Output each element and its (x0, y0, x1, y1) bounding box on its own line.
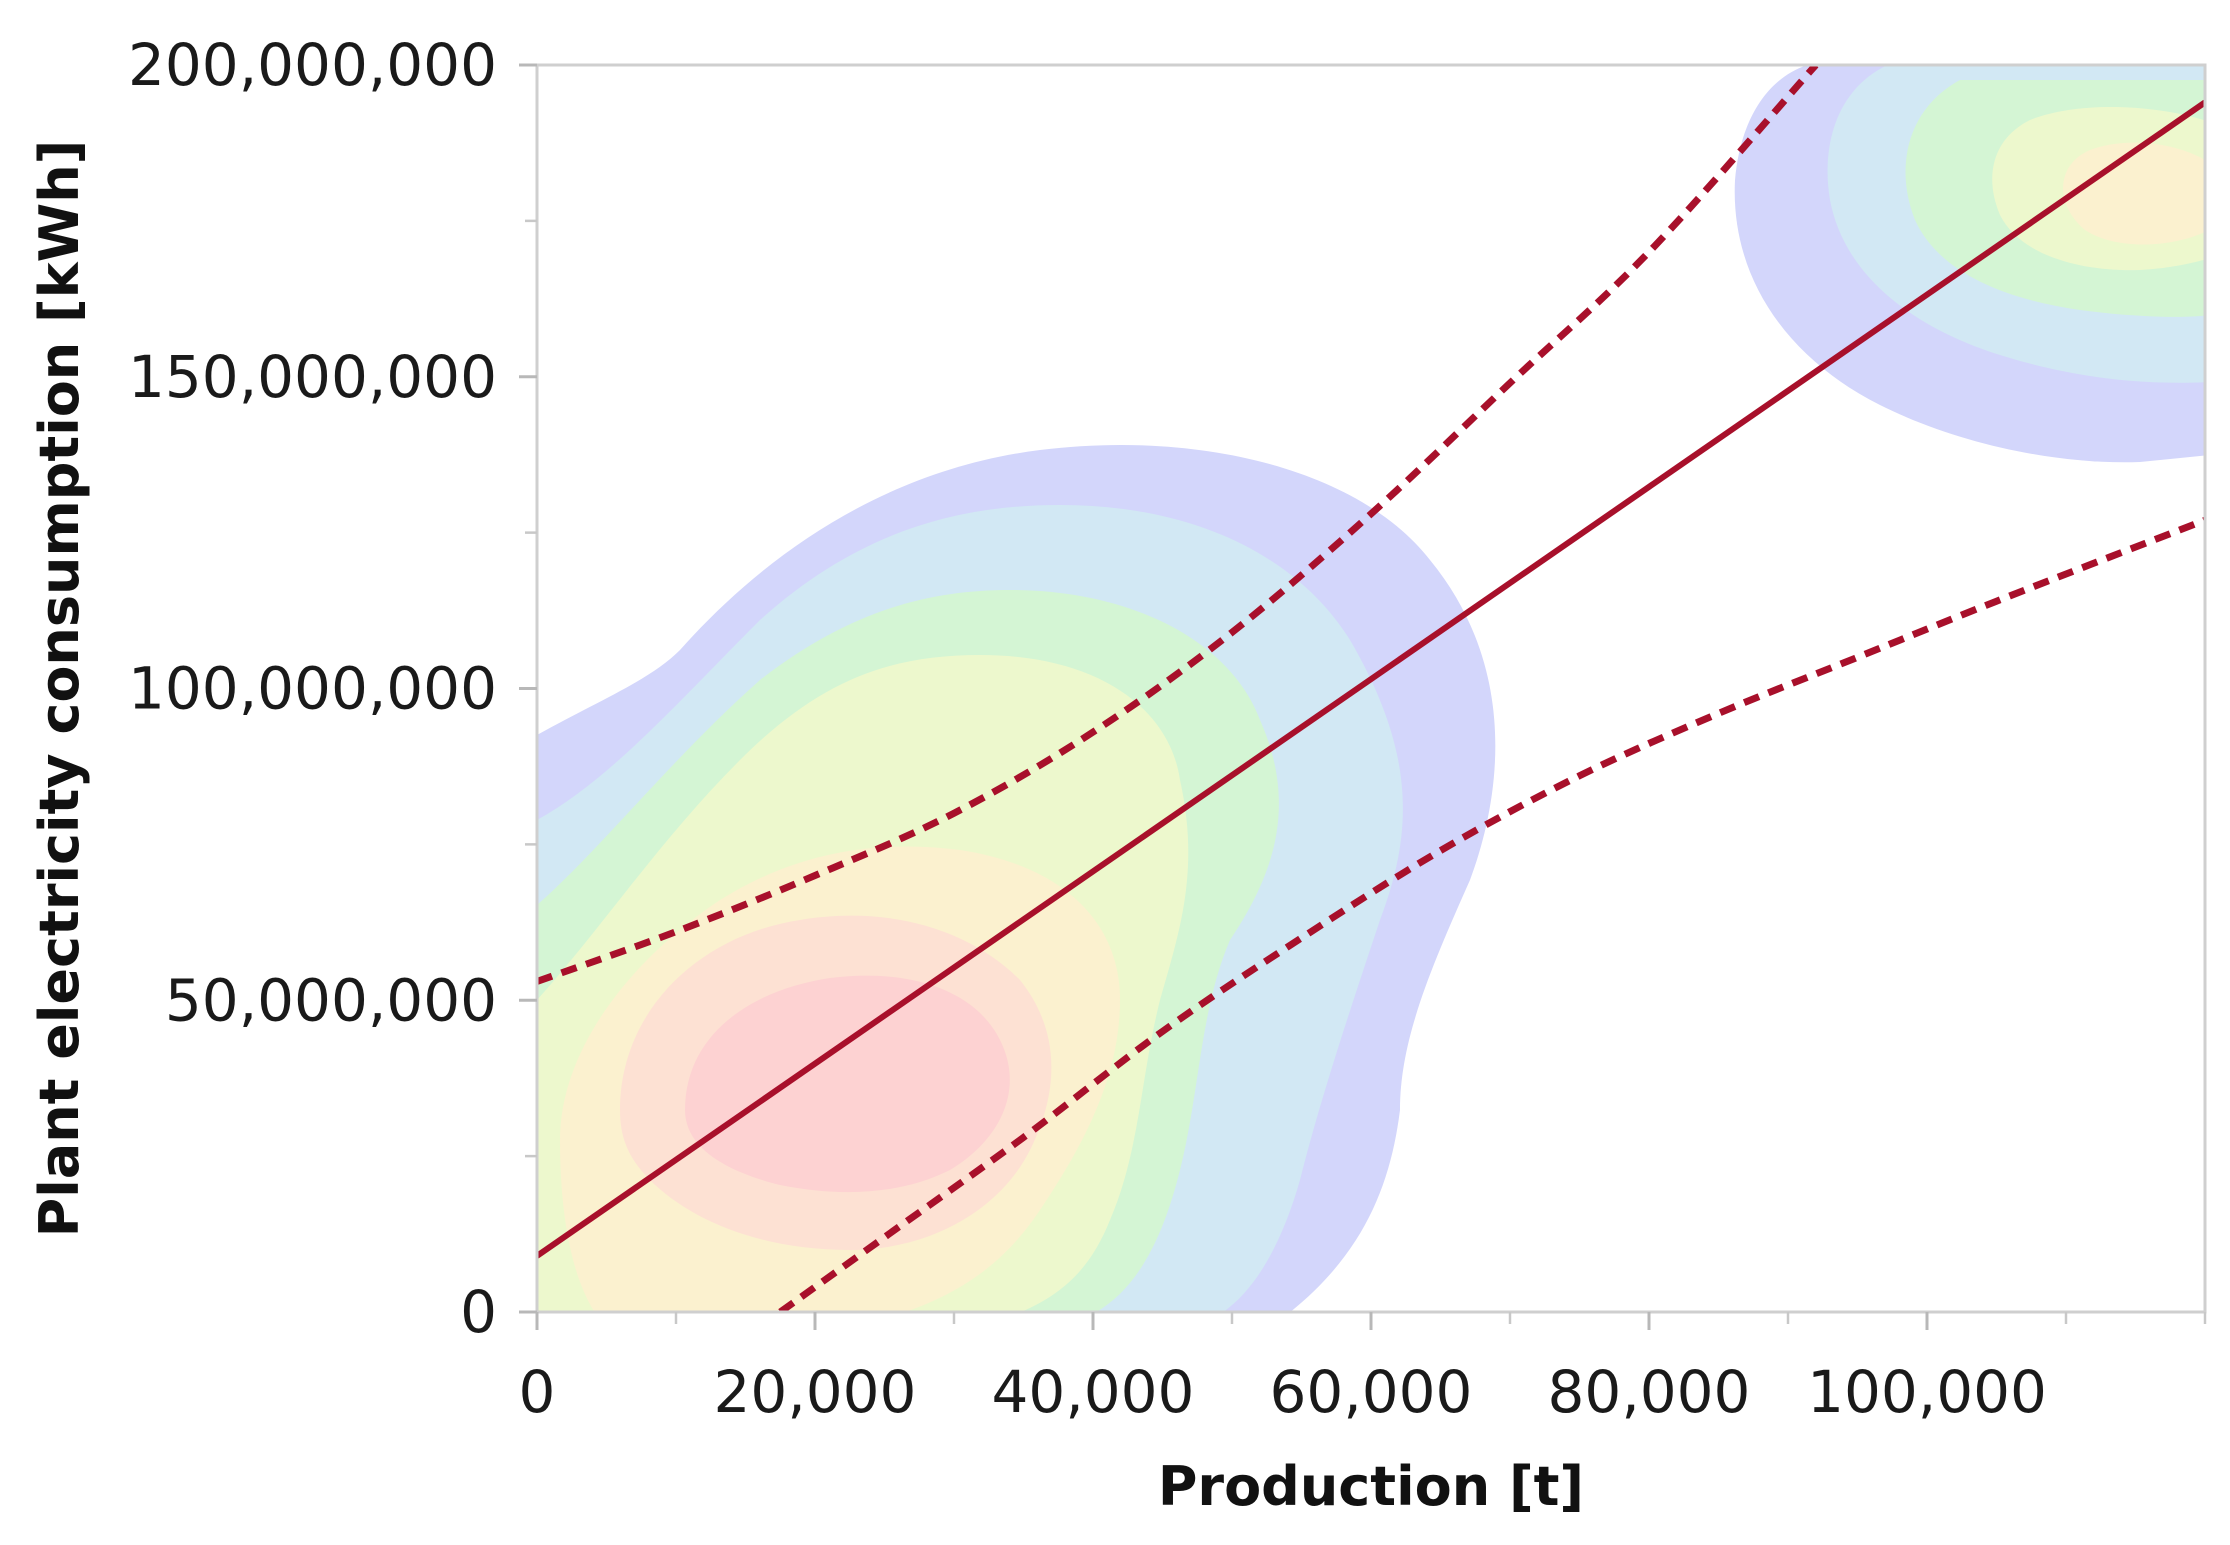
regression-line (537, 99, 2205, 1259)
y-tick-label: 50,000,000 (165, 966, 497, 1034)
y-tick-label: 100,000,000 (128, 655, 497, 723)
density-band-high-5 (2063, 142, 2205, 245)
x-tick-label: 40,000 (992, 1358, 1195, 1426)
y-axis: 0 50,000,000 100,000,000 150,000,000 200,000… (128, 31, 537, 1346)
x-tick-label: 20,000 (714, 1358, 917, 1426)
y-axis-title: Plant electricity consumption [kWh] (28, 140, 91, 1238)
x-tick-label: 100,000 (1807, 1358, 2047, 1426)
x-tick-label: 60,000 (1270, 1358, 1473, 1426)
density-band-low-7 (685, 975, 1010, 1193)
fit-lines (537, 65, 2205, 1312)
x-tick-label: 0 (519, 1358, 556, 1426)
y-tick-label: 200,000,000 (128, 31, 497, 99)
x-axis-title: Production [t] (1158, 1455, 1584, 1518)
upper-prediction-line (537, 65, 1819, 985)
y-tick-label: 0 (460, 1278, 497, 1346)
x-axis: 0 20,000 40,000 60,000 80,000 100,000 (519, 1312, 2207, 1426)
x-tick-label: 80,000 (1548, 1358, 1751, 1426)
y-tick-label: 150,000,000 (128, 343, 497, 411)
density-contours (537, 65, 2205, 1312)
